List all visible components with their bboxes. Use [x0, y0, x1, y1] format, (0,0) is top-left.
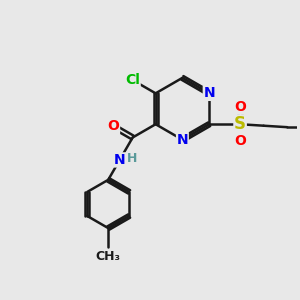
Text: H: H: [127, 152, 137, 165]
Text: Cl: Cl: [125, 73, 140, 87]
Text: N: N: [114, 153, 125, 167]
Text: O: O: [234, 100, 246, 114]
Text: CH₃: CH₃: [96, 250, 121, 262]
Text: O: O: [234, 134, 246, 148]
Text: O: O: [108, 119, 119, 134]
Text: N: N: [203, 86, 215, 100]
Text: N: N: [177, 133, 188, 147]
Text: S: S: [234, 115, 246, 133]
